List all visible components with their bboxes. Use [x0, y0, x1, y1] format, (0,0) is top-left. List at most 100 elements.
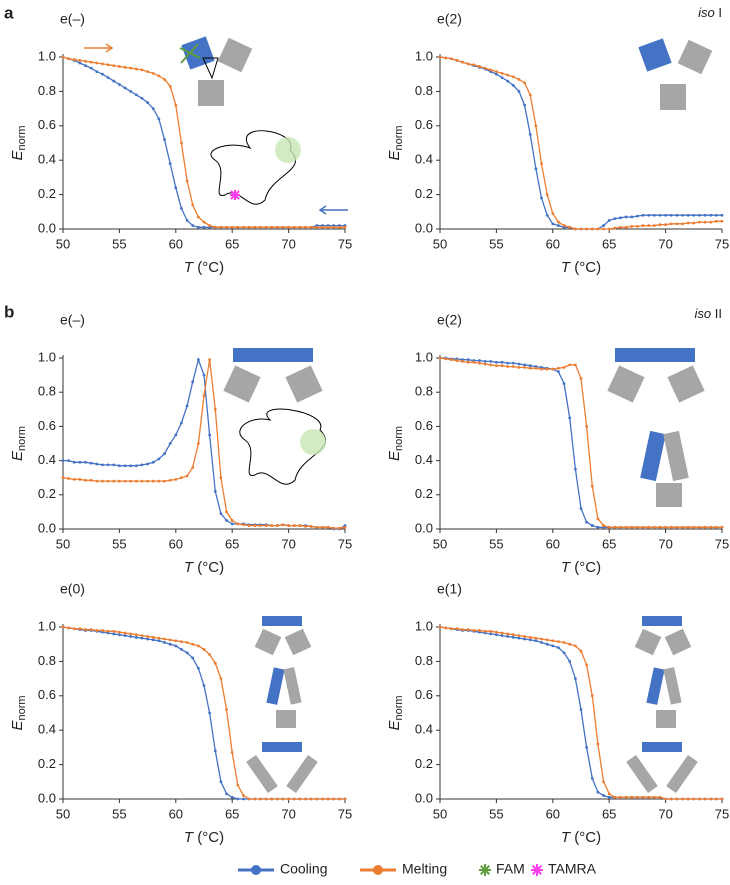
- data-point: [242, 225, 245, 229]
- data-point: [444, 357, 448, 361]
- data-point: [636, 214, 639, 218]
- data-point: [67, 57, 71, 61]
- data-point: [287, 524, 290, 527]
- x-label-unit: (°C): [197, 559, 224, 576]
- data-point: [641, 224, 645, 227]
- data-point: [573, 677, 577, 680]
- x-tick-label: 60: [169, 806, 183, 821]
- x-label-var: T: [561, 259, 572, 276]
- data-point: [658, 525, 662, 529]
- y-axis-label: Enorm: [9, 695, 28, 730]
- data-point: [185, 219, 189, 222]
- data-point: [129, 464, 133, 468]
- data-point: [455, 627, 459, 631]
- data-point: [664, 213, 667, 217]
- x-tick-label: 55: [489, 806, 503, 821]
- x-label-unit: (°C): [574, 829, 601, 846]
- data-point: [151, 460, 155, 464]
- schematic: [84, 36, 713, 794]
- y-tick-label: 0.8: [38, 384, 56, 399]
- data-point: [714, 219, 718, 223]
- x-tick-label: 75: [715, 536, 729, 551]
- data-point: [557, 366, 560, 370]
- data-point: [647, 213, 651, 217]
- data-point: [140, 96, 144, 100]
- x-tick-label: 65: [602, 536, 616, 551]
- data-point: [461, 628, 464, 631]
- data-point: [495, 364, 498, 368]
- data-point: [602, 780, 605, 784]
- x-label-var: T: [184, 829, 195, 846]
- data-point: [483, 66, 487, 70]
- data-point: [253, 524, 257, 527]
- y-label-main: E: [386, 150, 403, 161]
- data-point: [84, 64, 87, 67]
- data-point: [534, 366, 538, 370]
- data-point: [343, 225, 347, 229]
- data-point: [540, 196, 543, 200]
- chart-title: e(–): [60, 312, 85, 328]
- x-axis-label: T (°C): [184, 829, 224, 846]
- data-point: [140, 463, 144, 467]
- data-point: [545, 642, 549, 646]
- data-point: [151, 638, 155, 642]
- data-point: [652, 525, 656, 529]
- x-tick-label: 65: [225, 236, 239, 251]
- data-point: [163, 637, 166, 641]
- data-point: [208, 358, 212, 362]
- data-point: [495, 633, 498, 637]
- data-point: [129, 90, 133, 93]
- data-point: [495, 630, 498, 634]
- data-point: [202, 647, 206, 651]
- data-point: [636, 795, 639, 799]
- data-point: [630, 795, 634, 799]
- data-point: [174, 639, 178, 643]
- data-point: [106, 479, 110, 483]
- x-tick-label: 75: [715, 236, 729, 251]
- data-point: [568, 416, 572, 420]
- data-point: [89, 461, 93, 465]
- data-point: [647, 795, 651, 799]
- data-point: [101, 463, 104, 467]
- data-point: [123, 634, 127, 637]
- data-point: [500, 360, 504, 364]
- data-point: [174, 186, 178, 190]
- data-point: [191, 224, 195, 227]
- data-point: [523, 635, 526, 638]
- y-label-main: E: [386, 720, 403, 731]
- data-point: [326, 525, 330, 529]
- data-point: [337, 225, 341, 229]
- data-point: [534, 636, 538, 640]
- data-point: [332, 225, 336, 229]
- data-point: [624, 795, 628, 799]
- data-point: [123, 86, 127, 90]
- data-point: [590, 484, 594, 488]
- y-tick-label: 1.0: [38, 349, 56, 364]
- data-point: [449, 57, 453, 61]
- x-label-unit: (°C): [574, 559, 601, 576]
- y-label-main: E: [9, 150, 26, 161]
- data-point: [247, 524, 251, 527]
- data-point: [517, 77, 521, 81]
- data-point: [602, 524, 605, 527]
- data-point: [506, 632, 510, 636]
- y-tick-label: 0.2: [415, 486, 433, 501]
- data-point: [675, 222, 679, 226]
- data-point: [196, 666, 200, 670]
- data-point: [101, 72, 104, 76]
- data-point: [692, 213, 696, 217]
- data-point: [461, 360, 464, 363]
- data-point: [540, 641, 543, 644]
- data-point: [466, 62, 470, 66]
- data-point: [579, 227, 583, 231]
- data-point: [225, 519, 228, 522]
- data-point: [163, 641, 166, 644]
- data-point: [568, 363, 572, 367]
- data-point: [523, 103, 526, 107]
- data-point: [163, 138, 166, 141]
- data-point: [315, 525, 319, 529]
- data-point: [180, 421, 183, 425]
- data-point: [607, 792, 611, 796]
- data-point: [208, 224, 212, 227]
- legend-label: FAM: [496, 861, 525, 877]
